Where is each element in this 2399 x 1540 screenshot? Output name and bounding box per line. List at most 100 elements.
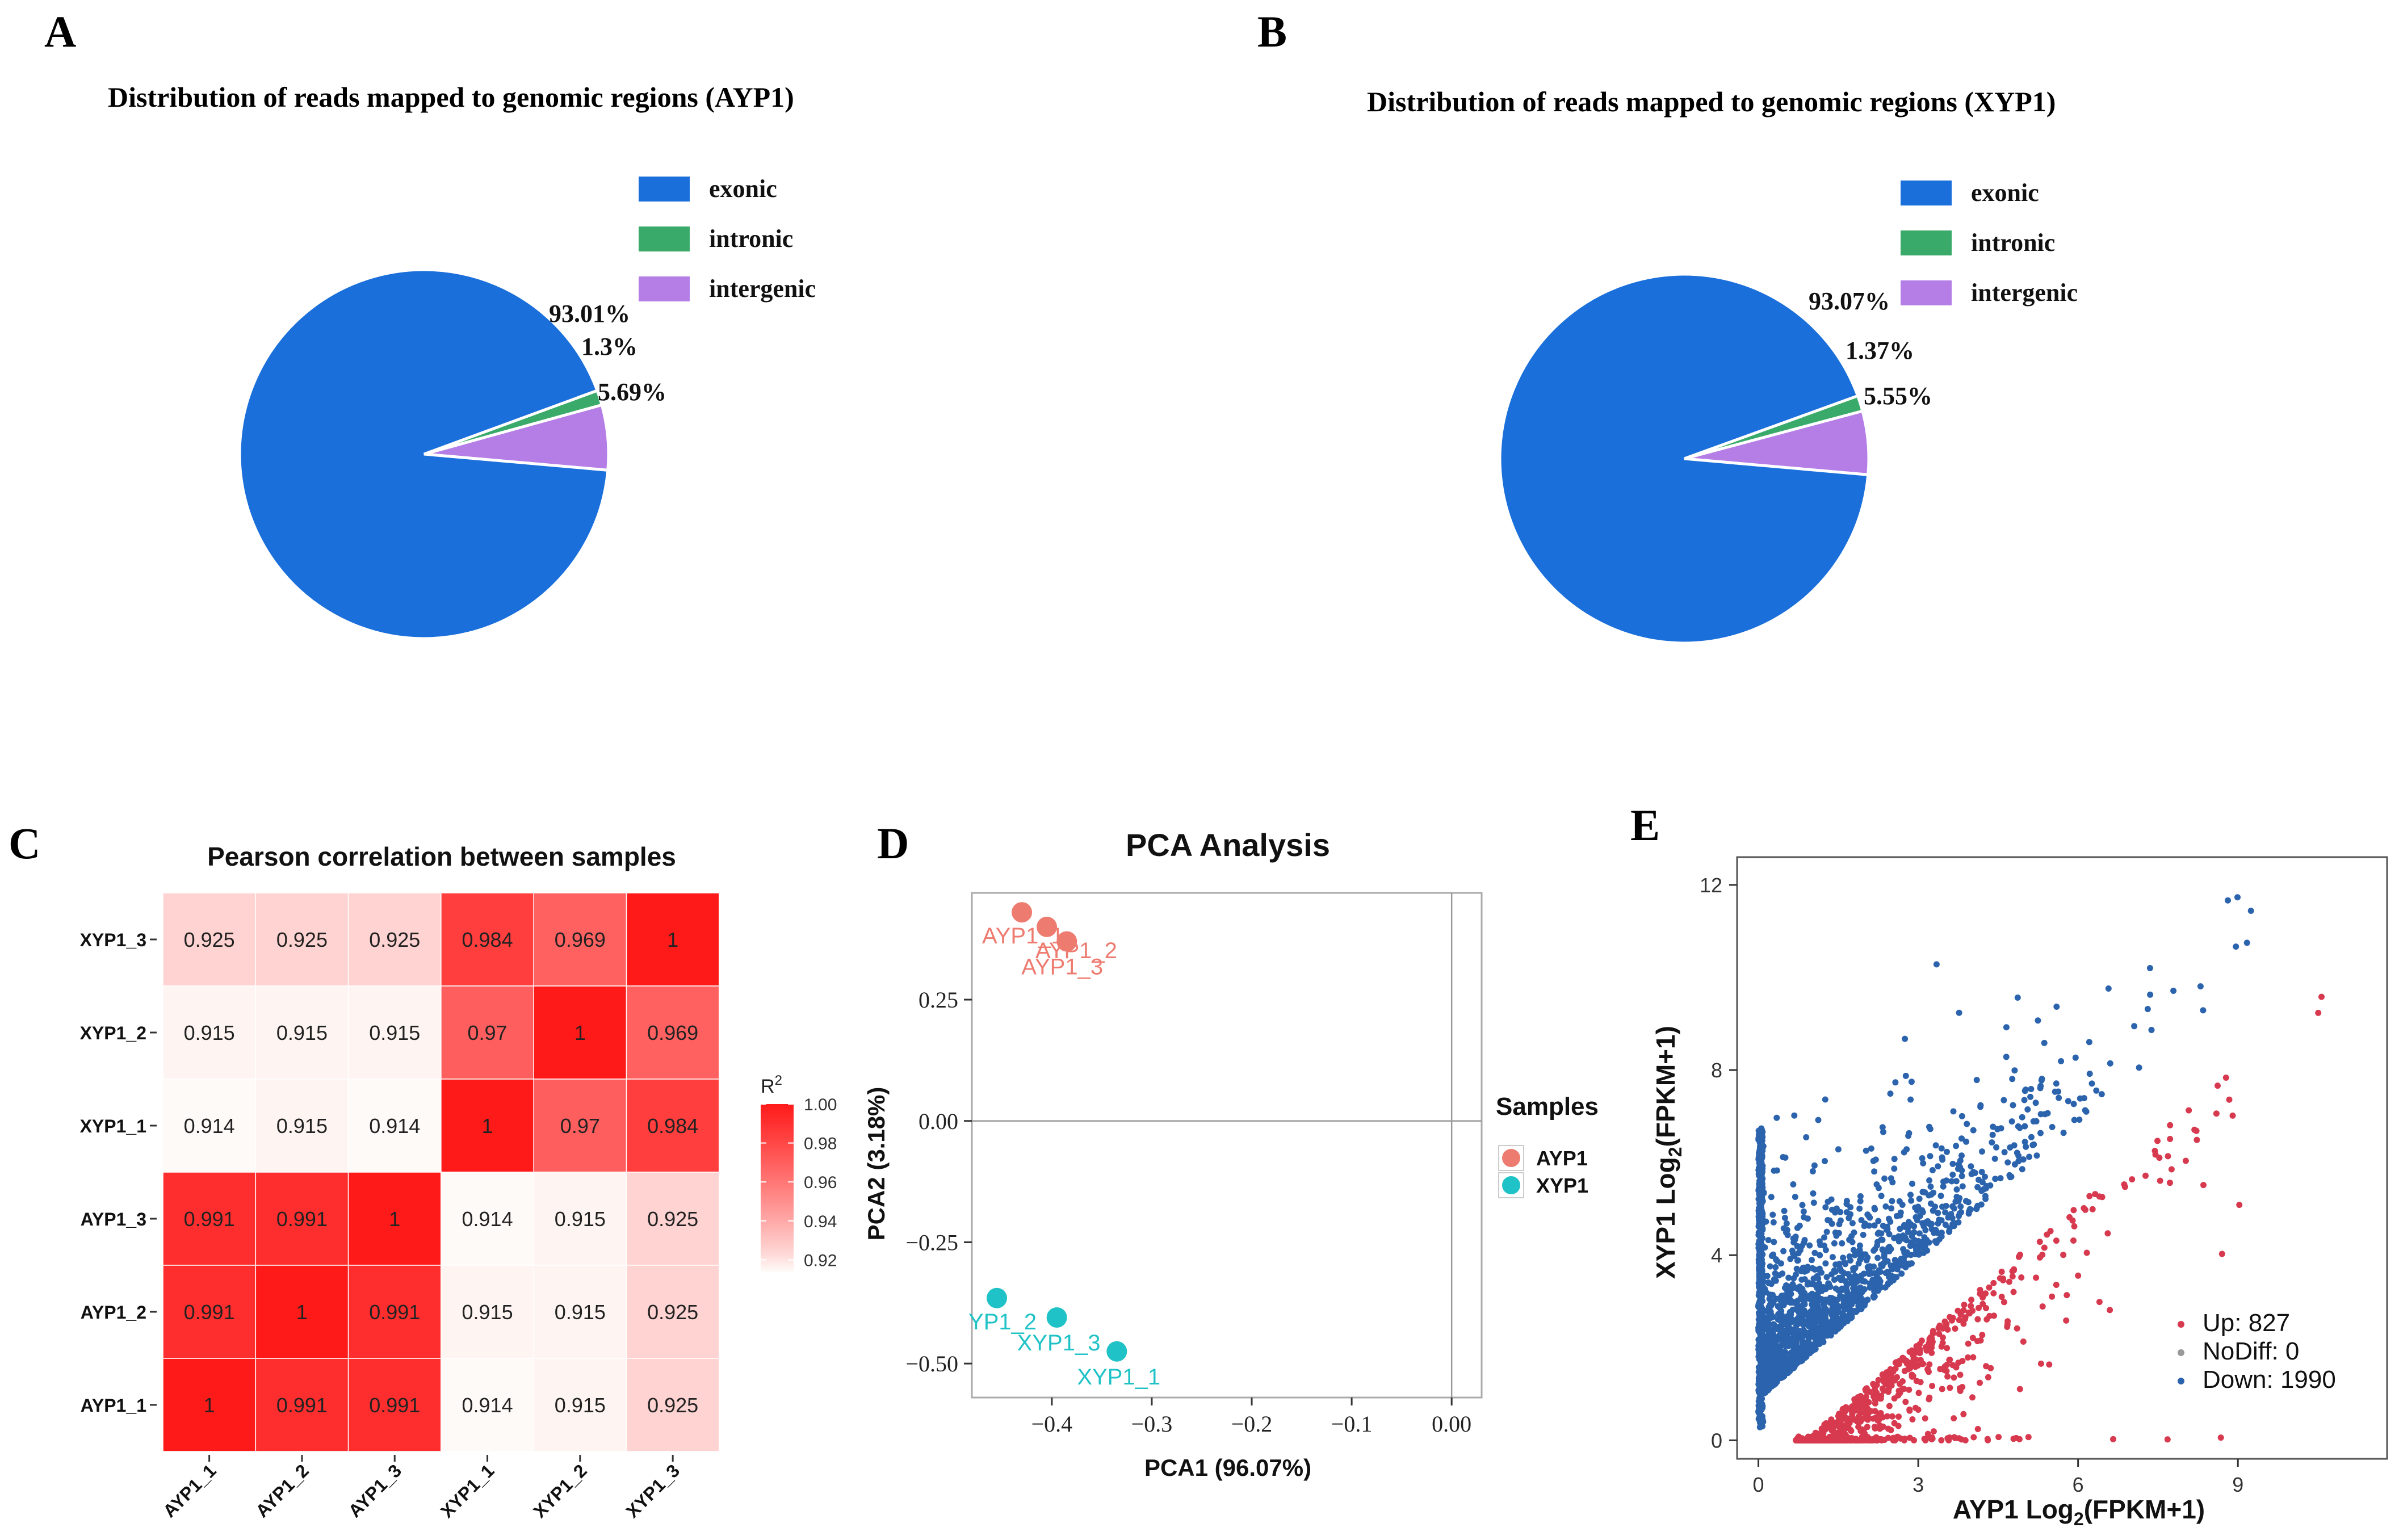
scatter-point <box>1832 1261 1839 1268</box>
scatter-plot-frame <box>1736 856 2388 1460</box>
scatter-point <box>1881 1251 1888 1258</box>
scatter-point <box>2236 1202 2243 1208</box>
scatter-point <box>1811 1249 1818 1256</box>
scatter-point <box>2066 1214 2073 1220</box>
scatter-point <box>1794 1297 1801 1304</box>
legend-swatch-exonic <box>639 177 690 202</box>
scatter-point <box>2093 1087 2100 1094</box>
scatter-point <box>2015 1152 2022 1159</box>
scatter-point <box>2016 1124 2023 1131</box>
scatter-point <box>1871 1168 1878 1175</box>
scatter-point <box>1758 1257 1764 1264</box>
scatter-legend-label: Down: 1990 <box>2203 1366 2336 1394</box>
scatter-point <box>1756 1424 1763 1430</box>
scatter-point <box>1872 1425 1878 1432</box>
scatter-point <box>1813 1297 1820 1304</box>
scatter-point <box>1944 1148 1950 1155</box>
scatter-point <box>2105 985 2112 992</box>
pie-label-exonic: 93.01% <box>549 300 630 328</box>
scatter-point <box>2016 1436 2023 1442</box>
scatter-point <box>1915 1248 1922 1254</box>
pca-point <box>1056 931 1077 952</box>
scatter-x-tick-label: 9 <box>2232 1473 2243 1496</box>
heatmap-row-label: AYP1_1 <box>81 1395 146 1416</box>
scatter-point <box>1935 1210 1941 1216</box>
scatter-point <box>2020 1156 2027 1163</box>
scatter-point <box>1916 1230 1923 1237</box>
scatter-point <box>1959 1384 1966 1390</box>
scatter-point <box>1758 1128 1764 1135</box>
scatter-point <box>2167 1180 2173 1186</box>
legend-label-exonic: exonic <box>1971 179 2039 207</box>
scatter-point <box>1901 1436 1908 1442</box>
heatmap-cell <box>441 1358 534 1452</box>
scatter-point <box>1885 1425 1891 1432</box>
scatter-x-tick-label: 0 <box>1753 1473 1764 1496</box>
scatter-point <box>1888 1175 1894 1182</box>
scatter-point <box>1965 1354 1971 1361</box>
scatter-point <box>2003 1024 2010 1031</box>
scatter-point <box>1937 1366 1944 1373</box>
legend-swatch-intronic <box>1901 230 1952 255</box>
pca-point <box>1037 916 1058 937</box>
heatmap-cell <box>441 1079 534 1173</box>
scatter-point <box>1867 1284 1873 1291</box>
scatter-point <box>2033 1152 2040 1159</box>
heatmap-cell <box>441 1265 534 1359</box>
scatter-point <box>1979 1332 1986 1338</box>
scatter-point <box>1828 1206 1835 1213</box>
legend-label-intronic: intronic <box>1971 229 2055 257</box>
heatmap-cell <box>162 1265 257 1359</box>
scatter-point <box>1935 1163 1941 1170</box>
scatter-point <box>2318 993 2325 1000</box>
scatter-point <box>1899 1232 1906 1239</box>
scatter-point <box>1889 1198 1895 1205</box>
scatter-point <box>1821 1323 1828 1329</box>
scatter-point <box>1794 1224 1801 1231</box>
scatter-point <box>1784 1315 1791 1322</box>
scatter-point <box>1929 1383 1936 1390</box>
scatter-point <box>1915 1237 1922 1244</box>
scatter-point <box>1758 1293 1764 1300</box>
scatter-point <box>1822 1158 1828 1164</box>
scatter-point <box>1765 1307 1772 1314</box>
scatter-point <box>2037 1360 2044 1367</box>
scatter-point <box>1922 1227 1929 1233</box>
heatmap-cell-value: 0.969 <box>555 928 606 951</box>
scatter-point <box>1943 1177 1950 1184</box>
scatter-point <box>1993 1144 2000 1151</box>
pca-chart: PCA Analysis AYP1_1AYP1_2AYP1_3YP1_2XYP1… <box>863 827 1599 1481</box>
scatter-point <box>1865 1265 1872 1272</box>
scatter-point <box>2003 1054 2010 1060</box>
heatmap-legend-title: R2 <box>761 1073 782 1097</box>
scatter-point <box>1765 1237 1772 1244</box>
scatter-point <box>1873 1390 1880 1396</box>
legend-swatch-intronic <box>639 226 690 251</box>
pca-y-axis-label: PCA2 (3.18%) <box>863 1087 890 1241</box>
colorbar-label: 1.00 <box>804 1096 837 1114</box>
scatter-point <box>2089 1206 2096 1212</box>
scatter-point <box>1845 1437 1852 1444</box>
scatter-point <box>1763 1379 1769 1386</box>
scatter-point <box>1797 1437 1804 1444</box>
scatter-point <box>1758 1210 1764 1216</box>
scatter-point <box>2234 894 2241 901</box>
scatter-point <box>2070 1101 2077 1107</box>
scatter-point <box>1868 1145 1874 1152</box>
scatter-point <box>1922 1415 1928 1422</box>
scatter-point <box>1756 1408 1763 1415</box>
scatter-point <box>1985 1374 1991 1380</box>
pca-x-tick-label: −0.3 <box>1131 1411 1173 1437</box>
scatter-point <box>1857 1418 1864 1425</box>
scatter-point <box>1917 1379 1924 1386</box>
scatter-point <box>1814 1285 1821 1291</box>
scatter-point <box>2020 1338 2027 1345</box>
scatter-point <box>1888 1205 1895 1212</box>
scatter-point <box>1961 1302 1968 1308</box>
scatter-point <box>1955 1161 1962 1168</box>
scatter-point <box>2086 1039 2092 1046</box>
scatter-point <box>1982 1193 1989 1199</box>
scatter-point <box>1887 1090 1894 1097</box>
heatmap-cell-value: 0.991 <box>276 1207 328 1231</box>
scatter-point <box>1905 1228 1911 1235</box>
